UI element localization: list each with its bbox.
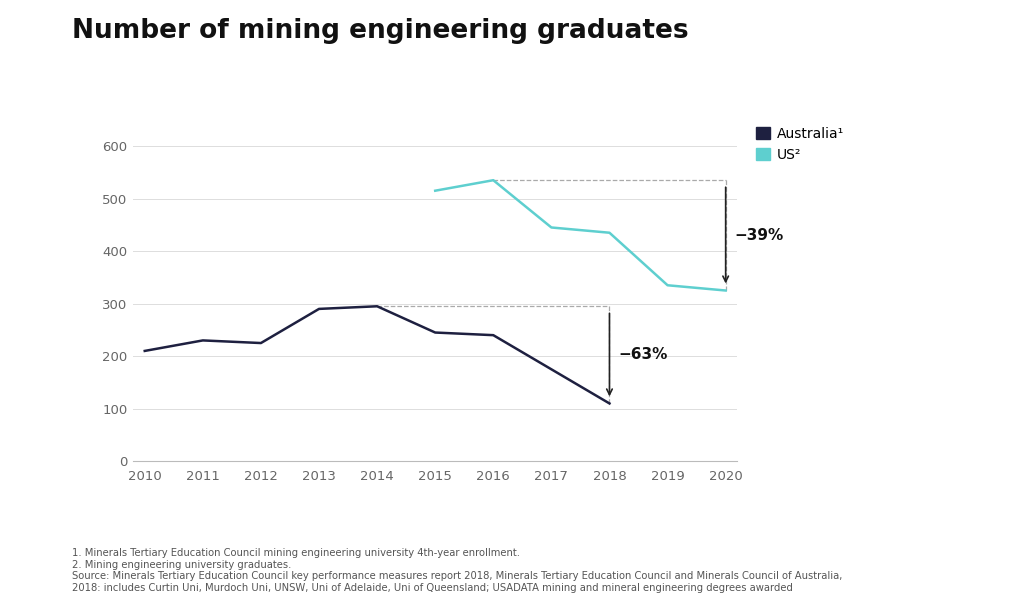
Legend: Australia¹, US²: Australia¹, US² <box>757 127 845 162</box>
Text: 1. Minerals Tertiary Education Council mining engineering university 4th-year en: 1. Minerals Tertiary Education Council m… <box>72 548 842 593</box>
Text: Number of mining engineering graduates: Number of mining engineering graduates <box>72 18 688 44</box>
Text: −63%: −63% <box>618 347 668 362</box>
Text: −39%: −39% <box>734 228 783 243</box>
